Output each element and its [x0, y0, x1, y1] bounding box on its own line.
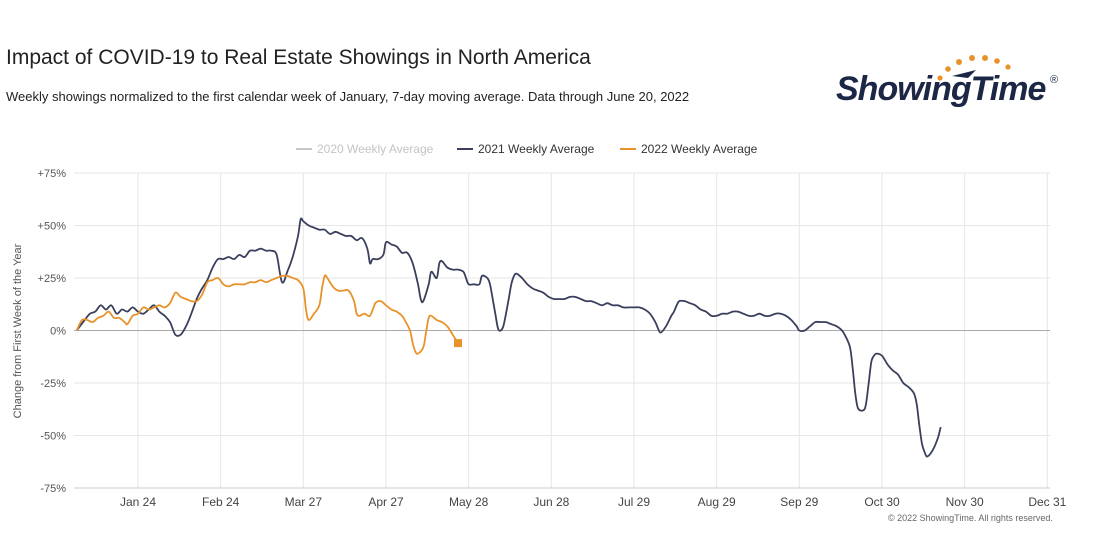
x-tick-label: Mar 27 — [285, 495, 323, 509]
x-tick-label: Sep 29 — [780, 495, 818, 509]
series-2022-line — [75, 274, 459, 355]
logo-sun-dots-icon — [937, 55, 1011, 81]
legend-item-2022[interactable]: 2022 Weekly Average — [620, 142, 757, 156]
legend-label-2020: 2020 Weekly Average — [317, 142, 434, 156]
chart-subtitle: Weekly showings normalized to the first … — [6, 89, 690, 104]
legend-item-2020[interactable]: 2020 Weekly Average — [296, 142, 433, 156]
showingtime-logo: ShowingTime ® — [836, 52, 1066, 122]
x-tick-label: Jun 28 — [533, 495, 569, 509]
x-tick-label: Dec 31 — [1028, 495, 1066, 509]
y-tick-label: +50% — [38, 221, 67, 233]
y-tick-label: +75% — [38, 168, 67, 180]
x-tick-label: May 28 — [449, 495, 489, 509]
x-tick-label: Jan 24 — [120, 495, 156, 509]
series-2021-line — [75, 217, 942, 458]
logo-wordmark: ShowingTime — [836, 70, 1046, 108]
x-tick-label: Feb 24 — [202, 495, 240, 509]
y-tick-label: +25% — [38, 273, 67, 285]
copyright-notice: © 2022 ShowingTime. All rights reserved. — [888, 513, 1053, 523]
legend-swatch-2022 — [620, 147, 636, 150]
chart-legend: 2020 Weekly Average 2021 Weekly Average … — [0, 142, 1096, 160]
y-tick-label: -50% — [40, 431, 66, 443]
x-tick-label: Nov 30 — [946, 495, 984, 509]
chart-title: Impact of COVID-19 to Real Estate Showin… — [6, 46, 591, 69]
y-tick-label: 0% — [50, 326, 66, 338]
series-2022-end-marker — [454, 339, 462, 348]
legend-label-2021: 2021 Weekly Average — [478, 142, 595, 156]
legend-item-2021[interactable]: 2021 Weekly Average — [457, 142, 594, 156]
y-tick-label: -75% — [40, 483, 66, 495]
x-tick-label: Oct 30 — [864, 495, 900, 509]
y-tick-label: -25% — [40, 378, 66, 390]
x-tick-label: Aug 29 — [698, 495, 736, 509]
legend-swatch-2021 — [457, 147, 473, 150]
x-tick-label: Jul 29 — [618, 495, 650, 509]
legend-label-2022: 2022 Weekly Average — [641, 142, 758, 156]
legend-swatch-2020 — [296, 147, 312, 150]
x-tick-label: Apr 27 — [368, 495, 404, 509]
logo-registered-mark: ® — [1050, 74, 1059, 86]
